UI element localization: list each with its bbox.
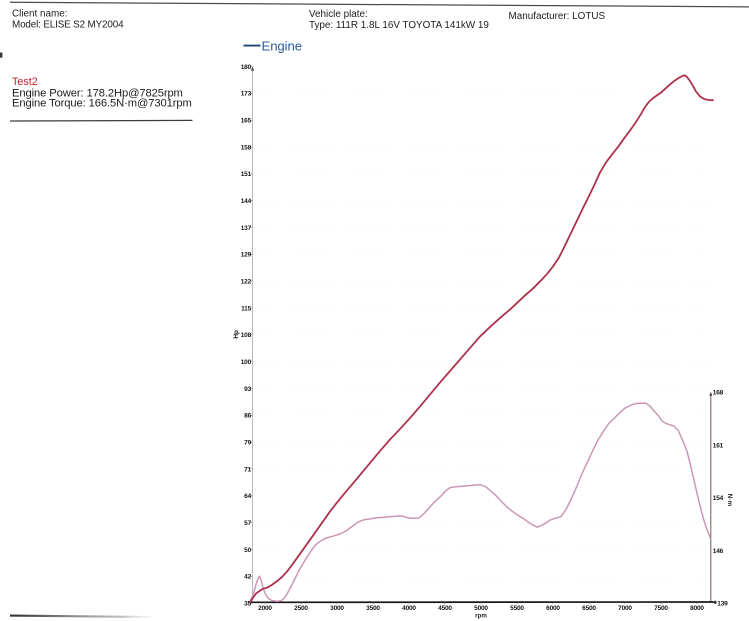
svg-text:2500: 2500	[294, 605, 308, 612]
svg-text:2000: 2000	[258, 605, 272, 612]
svg-text:35: 35	[244, 601, 251, 608]
svg-text:5000: 5000	[474, 605, 488, 612]
svg-text:Type: 111R 1.8L 16V TOYOTA 141: Type: 111R 1.8L 16V TOYOTA 141kW 19	[309, 20, 489, 31]
svg-text:64: 64	[244, 493, 251, 500]
svg-text:93: 93	[244, 386, 251, 393]
svg-text:144: 144	[241, 198, 252, 205]
svg-text:57: 57	[244, 520, 251, 527]
svg-text:173: 173	[241, 91, 252, 98]
svg-text:42: 42	[244, 574, 251, 581]
svg-text:Test2: Test2	[12, 76, 38, 88]
svg-text:168: 168	[713, 389, 724, 396]
svg-text:6000: 6000	[546, 605, 560, 612]
svg-text:154: 154	[713, 495, 724, 502]
svg-text:129: 129	[241, 252, 252, 259]
svg-text:Hp: Hp	[233, 330, 240, 338]
svg-text:115: 115	[241, 305, 251, 312]
svg-text:Engine Power: 178.2Hp@7825rpm: Engine Power: 178.2Hp@7825rpm	[12, 87, 183, 99]
svg-text:4500: 4500	[438, 605, 452, 612]
svg-text:108: 108	[241, 332, 252, 339]
svg-text:6500: 6500	[582, 605, 596, 612]
svg-text:4000: 4000	[402, 605, 416, 612]
svg-text:79: 79	[244, 440, 251, 447]
svg-text:7000: 7000	[618, 605, 632, 612]
svg-text:Vehicle plate:: Vehicle plate:	[309, 9, 368, 20]
svg-text:139: 139	[717, 600, 728, 607]
svg-text:Engine: Engine	[262, 39, 302, 54]
svg-text:161: 161	[713, 442, 724, 449]
svg-text:Engine Torque: 166.5N·m@7301rp: Engine Torque: 166.5N·m@7301rpm	[12, 98, 192, 110]
svg-text:50: 50	[244, 547, 251, 554]
svg-text:180: 180	[241, 64, 252, 71]
svg-text:146: 146	[713, 548, 724, 555]
svg-text:5500: 5500	[510, 605, 524, 612]
svg-text:122: 122	[241, 279, 252, 286]
svg-text:3500: 3500	[366, 605, 380, 612]
svg-text:7500: 7500	[654, 605, 668, 612]
svg-text:3000: 3000	[330, 605, 344, 612]
svg-text:137: 137	[241, 225, 252, 232]
svg-text:158: 158	[241, 144, 252, 151]
svg-text:Client name:: Client name:	[12, 9, 67, 20]
svg-text:rpm: rpm	[475, 613, 487, 620]
svg-text:8000: 8000	[690, 605, 704, 612]
svg-text:151: 151	[241, 171, 252, 178]
svg-text:165: 165	[241, 118, 252, 125]
svg-text:71: 71	[244, 466, 251, 473]
svg-text:Model: ELISE S2 MY2004: Model: ELISE S2 MY2004	[12, 20, 124, 31]
svg-text:Manufacturer: LOTUS: Manufacturer: LOTUS	[509, 11, 606, 22]
svg-text:86: 86	[244, 413, 251, 420]
svg-text:100: 100	[241, 359, 252, 366]
svg-text:N·m: N·m	[726, 494, 733, 507]
